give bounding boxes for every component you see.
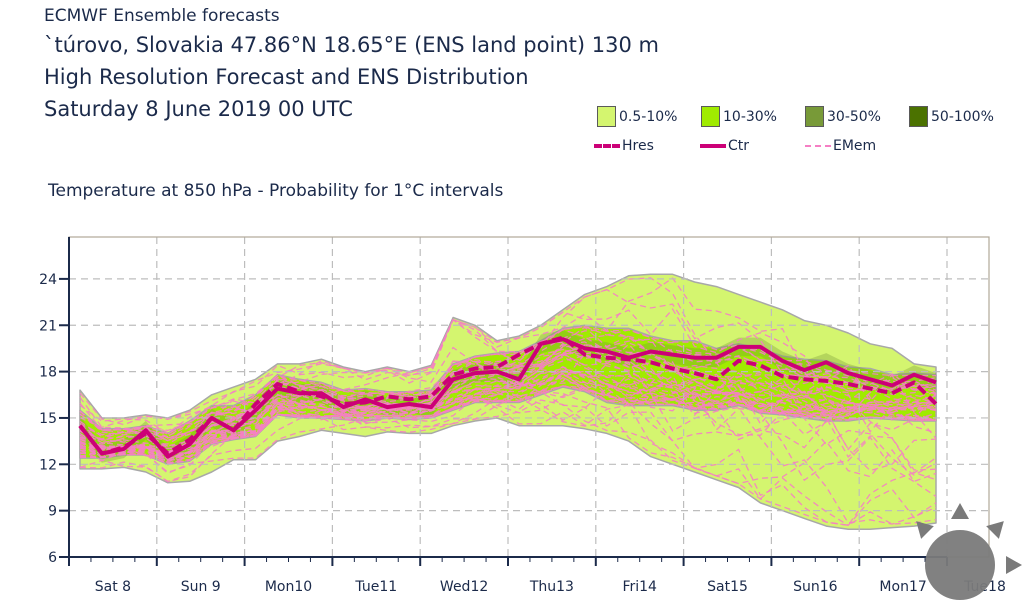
- x-tick-label: Thu13: [529, 579, 574, 595]
- sun-ray: [1006, 556, 1022, 574]
- grid: [69, 237, 989, 557]
- x-tick-label: Sun 9: [181, 579, 221, 595]
- ensemble-member-line: [79, 373, 937, 454]
- product-title: ECMWF Ensemble forecasts: [44, 6, 280, 26]
- x-tick-label: Sat 8: [95, 579, 131, 595]
- ensemble-member-line: [79, 335, 937, 463]
- axes: 6 9 12 15 18 21 24 Sat 8 Sun 9 Mon10 Tue11 Wed12 Thu…: [39, 236, 1006, 595]
- x-tick-label: Wed12: [440, 579, 488, 595]
- sun-brightness-icon[interactable]: [916, 503, 1022, 600]
- legend-item-0-5-10: 0.5-10%: [597, 106, 677, 127]
- legend-label: 10-30%: [723, 108, 777, 125]
- y-tick-label: 21: [39, 318, 57, 334]
- emem-line-key: [805, 145, 831, 147]
- y-tick-label: 18: [39, 365, 57, 381]
- legend-item-50-100: 50-100%: [909, 106, 994, 127]
- legend-label: 30-50%: [827, 108, 881, 125]
- ctr-line-key: [700, 144, 726, 148]
- legend-item-10-30: 10-30%: [701, 106, 777, 127]
- ensemble-member-line: [79, 370, 937, 454]
- location-title: `túrovo, Slovakia 47.86°N 18.65°E (ENS l…: [44, 33, 659, 57]
- sun-core: [925, 530, 995, 600]
- sun-ray: [951, 503, 969, 519]
- legend-swatch-0-5-10: [597, 106, 616, 127]
- legend-label: 0.5-10%: [619, 108, 678, 125]
- x-tick-label: Sun16: [793, 579, 838, 595]
- x-tick-label: Sat15: [707, 579, 748, 595]
- envelope-30-50: [80, 329, 936, 466]
- hres-line-key: [594, 144, 620, 148]
- ensemble-member-line: [79, 385, 937, 463]
- forecast-lines: [78, 335, 938, 459]
- x-tick-label: Mon10: [265, 579, 312, 595]
- legend-item-hres: Hres: [594, 138, 654, 154]
- x-tick-label: Fri14: [622, 579, 657, 595]
- ensemble-member-line: [79, 391, 937, 485]
- x-tick-label: Tue11: [354, 579, 397, 595]
- y-tick-label: 12: [39, 457, 57, 473]
- chart-title: Temperature at 850 hPa - Probability for…: [48, 181, 504, 201]
- legend-item-ctr: Ctr: [700, 138, 749, 154]
- ensemble-member-line: [79, 360, 937, 476]
- ensemble-member-line: [79, 318, 937, 525]
- ensemble-member-line: [79, 288, 937, 451]
- ensemble-member-line: [79, 325, 937, 436]
- legend-label: 50-100%: [931, 108, 994, 125]
- ensemble-member-line: [79, 277, 937, 443]
- ensemble-member-line: [79, 353, 937, 438]
- legend-swatch-30-50: [805, 106, 824, 127]
- sun-ray: [986, 521, 1004, 539]
- ensemble-member-line: [79, 360, 937, 526]
- ensemble-member-line: [79, 348, 937, 457]
- ensemble-member-line: [80, 375, 937, 455]
- legend-item-emem: EMem: [805, 138, 876, 154]
- legend-label: Hres: [622, 138, 654, 154]
- legend-label: EMem: [833, 138, 877, 154]
- y-tick-label: 9: [48, 504, 57, 520]
- legend-swatch-10-30: [701, 106, 720, 127]
- legend-item-30-50: 30-50%: [805, 106, 881, 127]
- base-date-title: Saturday 8 June 2019 00 UTC: [44, 97, 353, 121]
- y-tick-label: 15: [39, 411, 57, 427]
- forecast-type-title: High Resolution Forecast and ENS Distrib…: [44, 65, 529, 89]
- ensemble-member-line: [79, 399, 937, 527]
- x-tick-label: Mon17: [879, 579, 926, 595]
- sun-ray: [916, 521, 934, 539]
- y-tick-label: 24: [39, 272, 57, 288]
- y-tick-label: 6: [48, 550, 57, 566]
- ensemble-member-line: [79, 390, 937, 527]
- ctr-line: [78, 337, 937, 459]
- legend-swatch-50-100: [909, 106, 928, 127]
- legend-label: Ctr: [728, 138, 750, 154]
